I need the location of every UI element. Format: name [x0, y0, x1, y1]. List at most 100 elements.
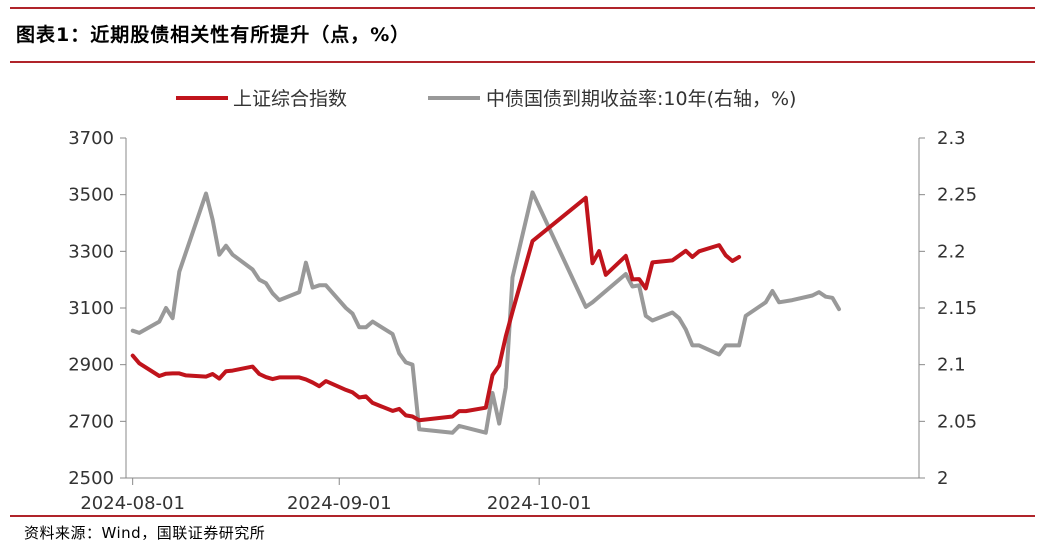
y-left-tick-label: 2700 — [68, 411, 114, 432]
data-point — [491, 373, 495, 377]
data-point — [317, 283, 321, 287]
footer-rule — [10, 515, 1035, 517]
data-point — [484, 431, 488, 435]
data-point — [604, 273, 608, 277]
x-tick-label: 2024-10-01 — [487, 493, 592, 514]
data-point — [597, 249, 601, 253]
data-point — [264, 281, 268, 285]
data-point — [677, 254, 681, 258]
data-point — [357, 325, 361, 329]
data-point — [211, 372, 215, 376]
data-point — [257, 278, 261, 282]
data-point — [344, 388, 348, 392]
data-point — [371, 320, 375, 324]
data-point — [837, 307, 841, 311]
data-point — [131, 329, 135, 333]
data-point — [830, 296, 834, 300]
data-point — [730, 343, 734, 347]
data-point — [217, 377, 221, 381]
data-point — [777, 300, 781, 304]
data-point — [631, 277, 635, 281]
data-point — [257, 372, 261, 376]
y-right-tick-label: 2.15 — [937, 298, 977, 319]
data-point — [817, 290, 821, 294]
y-right-tick-label: 2.2 — [937, 241, 966, 262]
y-right-tick-label: 2.25 — [937, 185, 977, 206]
data-point — [624, 272, 628, 276]
data-point — [137, 361, 141, 365]
data-point — [364, 325, 368, 329]
data-point — [451, 431, 455, 435]
data-point — [730, 259, 734, 263]
data-point — [157, 320, 161, 324]
data-point — [251, 268, 255, 272]
legend-label-shanghai-index: 上证综合指数 — [233, 88, 347, 110]
data-point — [304, 377, 308, 381]
data-point — [650, 260, 654, 264]
data-point — [637, 277, 641, 281]
data-point — [324, 379, 328, 383]
data-point — [417, 427, 421, 431]
data-point — [297, 375, 301, 379]
y-right-tick-label: 2.05 — [937, 411, 977, 432]
data-point — [457, 409, 461, 413]
data-point — [724, 343, 728, 347]
data-point — [391, 409, 395, 413]
data-point — [351, 312, 355, 316]
data-point — [371, 401, 375, 405]
data-point — [790, 298, 794, 302]
data-point — [464, 409, 468, 413]
line-chart: 上证综合指数 中债国债到期收益率:10年(右轴，%) 2500 2700 2900 3… — [68, 88, 977, 514]
data-point — [404, 360, 408, 364]
y-right-tick-label: 2.3 — [937, 128, 966, 149]
y-right-tick-label: 2.1 — [937, 355, 966, 376]
data-point — [737, 343, 741, 347]
data-point — [531, 190, 535, 194]
y-left-tick-label: 3500 — [68, 185, 114, 206]
data-point — [717, 353, 721, 357]
data-point — [584, 196, 588, 200]
data-point — [690, 255, 694, 259]
chart-title: 图表1：近期股债相关性有所提升（点，%） — [16, 24, 411, 46]
data-point — [770, 289, 774, 293]
data-point — [177, 371, 181, 375]
data-point — [157, 374, 161, 378]
data-point — [351, 390, 355, 394]
y-left-tick-label: 3300 — [68, 241, 114, 262]
data-point — [224, 369, 228, 373]
data-point — [531, 239, 535, 243]
data-point — [684, 328, 688, 332]
data-point — [511, 310, 515, 314]
axes: 2500 2700 2900 3100 3300 3500 3700 2 2.05 2.1 2.15… — [68, 128, 977, 514]
data-point — [304, 261, 308, 265]
data-point — [217, 253, 221, 257]
data-point — [697, 249, 701, 253]
data-point — [411, 363, 415, 367]
data-point — [744, 314, 748, 318]
data-point — [644, 314, 648, 318]
data-point — [164, 372, 168, 376]
data-point — [231, 369, 235, 373]
data-point — [184, 373, 188, 377]
series-line-shanghai-index — [130, 195, 742, 423]
data-point — [677, 316, 681, 320]
data-point — [171, 371, 175, 375]
y-left-tick-label: 2900 — [68, 355, 114, 376]
title-rule — [10, 61, 1035, 63]
data-point — [311, 381, 315, 385]
data-point — [231, 253, 235, 257]
y-right-tick-label: 2 — [937, 468, 948, 489]
data-point — [690, 343, 694, 347]
data-point — [824, 295, 828, 299]
data-point — [251, 365, 255, 369]
data-point — [204, 192, 208, 196]
data-point — [511, 275, 515, 279]
data-point — [324, 283, 328, 287]
data-point — [670, 258, 674, 262]
data-point — [271, 377, 275, 381]
data-point — [650, 319, 654, 323]
data-point — [364, 394, 368, 398]
y-left-tick-label: 3700 — [68, 128, 114, 149]
data-point — [584, 305, 588, 309]
data-point — [631, 285, 635, 289]
